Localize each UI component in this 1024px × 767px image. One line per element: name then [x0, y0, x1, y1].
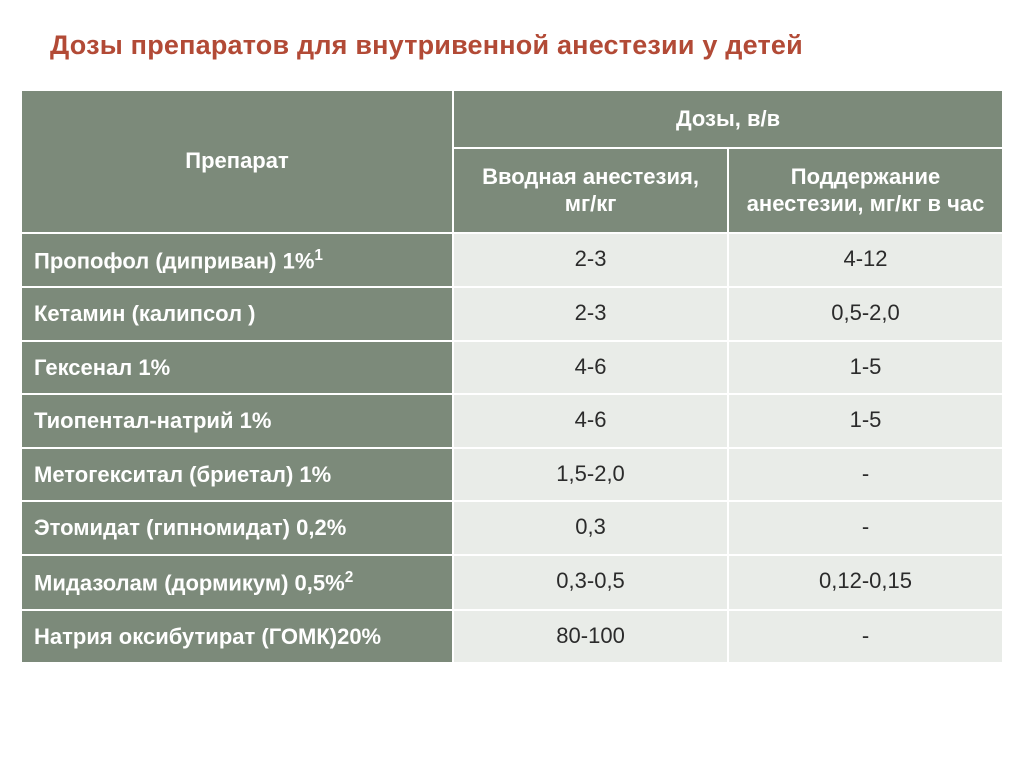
drug-footnote-ref: 1	[314, 247, 323, 264]
maintenance-dose-cell: 0,5-2,0	[728, 287, 1003, 341]
induction-dose-cell: 4-6	[453, 341, 728, 395]
drug-name-cell: Этомидат (гипномидат) 0,2%	[21, 501, 453, 555]
drug-name: Этомидат (гипномидат) 0,2%	[34, 515, 346, 540]
table-body: Пропофол (диприван) 1%12-34-12Кетамин (к…	[21, 233, 1003, 664]
drug-name: Мидазолам (дормикум) 0,5%	[34, 570, 345, 595]
drug-name-cell: Гексенал 1%	[21, 341, 453, 395]
drug-name-cell: Пропофол (диприван) 1%1	[21, 233, 453, 288]
maintenance-dose-cell: 4-12	[728, 233, 1003, 288]
table-row: Мидазолам (дормикум) 0,5%20,3-0,50,12-0,…	[21, 555, 1003, 610]
maintenance-dose-cell: 1-5	[728, 394, 1003, 448]
maintenance-dose-cell: 0,12-0,15	[728, 555, 1003, 610]
induction-dose-cell: 4-6	[453, 394, 728, 448]
table-row: Гексенал 1% 4-61-5	[21, 341, 1003, 395]
col-maintenance-header: Поддержание анестезии, мг/кг в час	[728, 148, 1003, 233]
drug-name-cell: Натрия оксибутират (ГОМК)20%	[21, 610, 453, 664]
table-row: Кетамин (калипсол ) 2-30,5-2,0	[21, 287, 1003, 341]
table-row: Тиопентал-натрий 1% 4-61-5	[21, 394, 1003, 448]
table-row: Этомидат (гипномидат) 0,2% 0,3-	[21, 501, 1003, 555]
maintenance-dose-cell: -	[728, 501, 1003, 555]
table-row: Натрия оксибутират (ГОМК)20% 80-100-	[21, 610, 1003, 664]
drug-name: Пропофол (диприван) 1%	[34, 248, 314, 273]
table-header: Препарат Дозы, в/в Вводная анестезия, мг…	[21, 90, 1003, 233]
col-group-header: Дозы, в/в	[453, 90, 1003, 148]
induction-dose-cell: 0,3-0,5	[453, 555, 728, 610]
drug-name: Натрия оксибутират (ГОМК)20%	[34, 624, 381, 649]
maintenance-dose-cell: -	[728, 610, 1003, 664]
drug-name: Гексенал 1%	[34, 355, 170, 380]
drug-name: Кетамин (калипсол )	[34, 301, 255, 326]
col-induction-header: Вводная анестезия, мг/кг	[453, 148, 728, 233]
drug-name-cell: Мидазолам (дормикум) 0,5%2	[21, 555, 453, 610]
drug-name: Тиопентал-натрий 1%	[34, 408, 271, 433]
maintenance-dose-cell: 1-5	[728, 341, 1003, 395]
table-row: Метогекситал (бриетал) 1% 1,5-2,0-	[21, 448, 1003, 502]
drug-name-cell: Тиопентал-натрий 1%	[21, 394, 453, 448]
page-title: Дозы препаратов для внутривенной анестез…	[50, 30, 1004, 61]
slide: Дозы препаратов для внутривенной анестез…	[0, 0, 1024, 767]
drug-name-cell: Метогекситал (бриетал) 1%	[21, 448, 453, 502]
drug-name-cell: Кетамин (калипсол )	[21, 287, 453, 341]
table-row: Пропофол (диприван) 1%12-34-12	[21, 233, 1003, 288]
induction-dose-cell: 80-100	[453, 610, 728, 664]
induction-dose-cell: 0,3	[453, 501, 728, 555]
induction-dose-cell: 1,5-2,0	[453, 448, 728, 502]
dose-table: Препарат Дозы, в/в Вводная анестезия, мг…	[20, 89, 1004, 664]
drug-footnote-ref: 2	[345, 569, 354, 586]
maintenance-dose-cell: -	[728, 448, 1003, 502]
drug-name: Метогекситал (бриетал) 1%	[34, 462, 331, 487]
induction-dose-cell: 2-3	[453, 233, 728, 288]
induction-dose-cell: 2-3	[453, 287, 728, 341]
col-drug-header: Препарат	[21, 90, 453, 233]
